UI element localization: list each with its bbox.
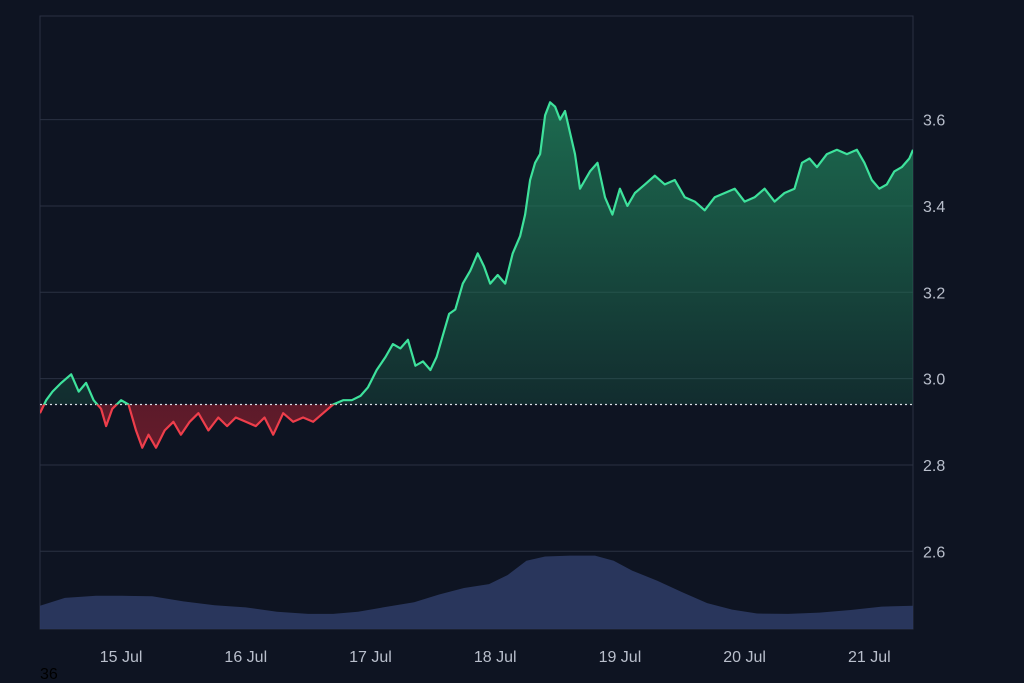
x-tick-label: 15 Jul (100, 649, 143, 666)
price-line-up (42, 101, 913, 405)
y-tick-label: 3.4 (923, 199, 945, 216)
y-tick-label: 3.2 (923, 285, 945, 302)
volume-area (40, 555, 913, 629)
price-line-down (40, 404, 336, 449)
x-tick-label: 21 Jul (848, 649, 891, 666)
corner-label-bg (0, 664, 70, 683)
x-tick-label: 20 Jul (723, 649, 766, 666)
x-tick-label: 19 Jul (599, 649, 642, 666)
corner-label: 36 (40, 666, 58, 683)
y-tick-label: 3.0 (923, 372, 945, 389)
x-tick-label: 17 Jul (349, 649, 392, 666)
y-tick-label: 3.6 (923, 113, 945, 130)
y-tick-label: 2.6 (923, 544, 945, 561)
price-area-up (40, 102, 913, 405)
y-tick-label: 2.8 (923, 458, 945, 475)
x-tick-label: 18 Jul (474, 649, 517, 666)
x-tick-label: 16 Jul (224, 649, 267, 666)
